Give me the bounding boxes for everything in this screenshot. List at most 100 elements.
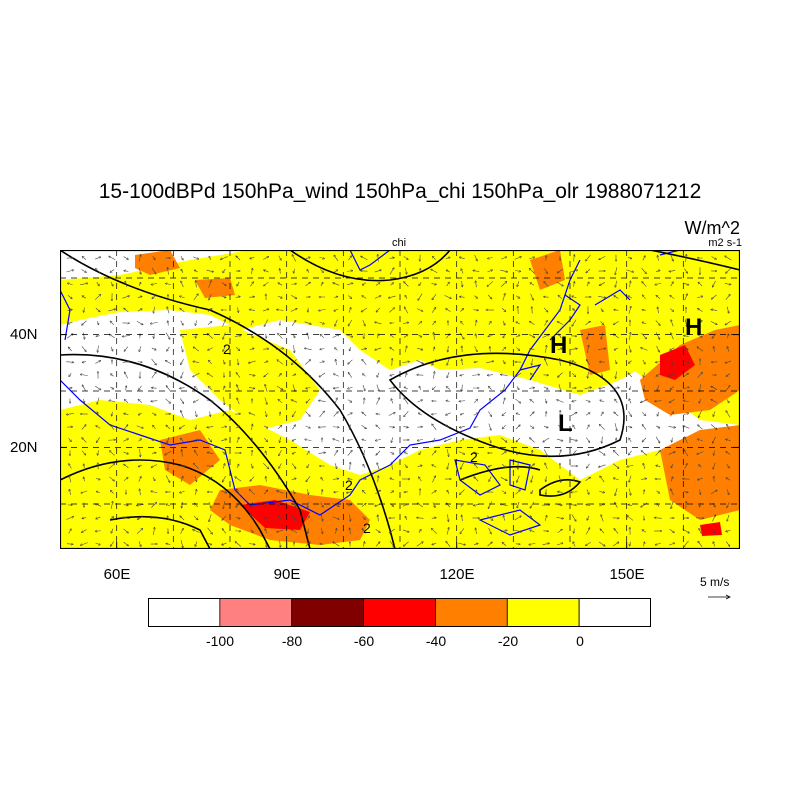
wind-vector	[558, 450, 561, 457]
wind-vector	[598, 464, 606, 467]
wind-vector	[209, 293, 212, 300]
wind-vector	[151, 401, 158, 402]
wind-vector	[249, 413, 256, 416]
wind-vector	[153, 527, 154, 535]
wind-vector	[153, 425, 156, 429]
wind-vector	[265, 451, 266, 456]
wind-vector	[109, 400, 116, 403]
wind-vector	[180, 308, 185, 312]
wind-vector	[318, 453, 325, 454]
wind-vector	[656, 295, 661, 299]
wind-vector	[305, 360, 310, 365]
wind-vector	[166, 425, 171, 430]
wind-vector	[208, 360, 212, 365]
x-axis-label: 60E	[103, 566, 131, 583]
y-axis-label: 40N	[10, 326, 38, 343]
wind-vector	[557, 492, 563, 493]
wind-vector	[628, 345, 631, 352]
wind-vector	[207, 527, 213, 534]
wind-vector	[431, 307, 436, 313]
wind-vector	[166, 504, 171, 507]
wind-vector	[321, 528, 322, 534]
wind-vector	[110, 281, 113, 286]
wind-vector	[628, 411, 631, 416]
wind-vector	[461, 321, 464, 326]
wind-vector	[473, 453, 479, 454]
wind-vector	[402, 504, 409, 507]
wind-vector	[207, 452, 214, 453]
wind-vector	[192, 529, 200, 533]
wind-vector	[641, 451, 648, 456]
wind-vector	[306, 516, 310, 521]
wind-vector	[529, 438, 535, 443]
wind-vector	[431, 269, 438, 274]
wind-vector	[136, 320, 143, 325]
wind-vector	[348, 319, 353, 326]
wind-vector	[586, 504, 591, 505]
wind-vector	[711, 399, 718, 403]
wind-vector	[180, 528, 184, 534]
wind-vector	[601, 515, 604, 522]
wind-vector	[698, 282, 703, 287]
wind-vector	[514, 257, 522, 260]
wind-vector	[165, 332, 170, 340]
wind-vector	[207, 308, 212, 312]
wind-vector	[276, 310, 284, 311]
wind-vector	[304, 321, 312, 325]
wind-vector	[124, 399, 129, 403]
wind-vector	[727, 502, 730, 508]
wind-vector	[82, 385, 87, 392]
wind-vector	[459, 426, 465, 427]
wind-vector	[362, 374, 366, 377]
wind-vector	[671, 501, 674, 508]
wind-vector	[238, 307, 239, 312]
wind-vector	[626, 269, 634, 272]
reference-vector-label: 5 m/s	[700, 575, 730, 589]
wind-vector	[543, 307, 548, 312]
wind-vector	[223, 332, 226, 340]
wind-vector	[80, 542, 88, 546]
wind-vector	[683, 349, 689, 350]
wind-vector	[279, 477, 282, 481]
wind-vector	[388, 295, 396, 298]
wind-vector	[167, 307, 170, 314]
wind-vector	[612, 388, 620, 389]
wind-vector	[711, 294, 717, 299]
wind-vector	[672, 437, 673, 443]
wind-vector	[432, 476, 435, 483]
wind-vector	[587, 345, 588, 353]
wind-vector	[208, 347, 213, 351]
wind-vector	[725, 541, 730, 547]
wind-vector	[332, 516, 340, 520]
wind-vector	[333, 479, 339, 480]
wind-vector	[362, 359, 367, 365]
wind-vector	[222, 542, 227, 545]
wind-vector	[727, 334, 728, 339]
wind-vector	[336, 359, 337, 365]
wind-vector	[318, 400, 326, 401]
wind-vector	[418, 334, 421, 337]
wind-vector	[446, 401, 451, 402]
wind-vector	[586, 268, 591, 273]
wind-vector	[670, 386, 675, 389]
wind-vector	[67, 309, 73, 310]
wind-vector	[375, 529, 381, 532]
wind-vector	[96, 491, 100, 492]
wind-vector	[180, 359, 184, 365]
wind-vector	[291, 514, 297, 521]
wind-vector	[110, 386, 114, 389]
wind-vector	[700, 489, 701, 494]
wind-vector	[658, 307, 659, 314]
wind-vector	[98, 345, 99, 353]
wind-vector	[528, 334, 535, 337]
wind-vector	[640, 399, 648, 402]
wind-vector	[292, 374, 296, 377]
wind-vector	[347, 271, 353, 272]
wind-vector	[361, 256, 368, 261]
wind-vector	[629, 541, 630, 546]
wind-vector	[727, 424, 730, 431]
wind-vector	[82, 518, 87, 519]
wind-vector	[419, 282, 422, 285]
wind-vector	[138, 412, 142, 415]
wind-vector	[264, 437, 267, 442]
